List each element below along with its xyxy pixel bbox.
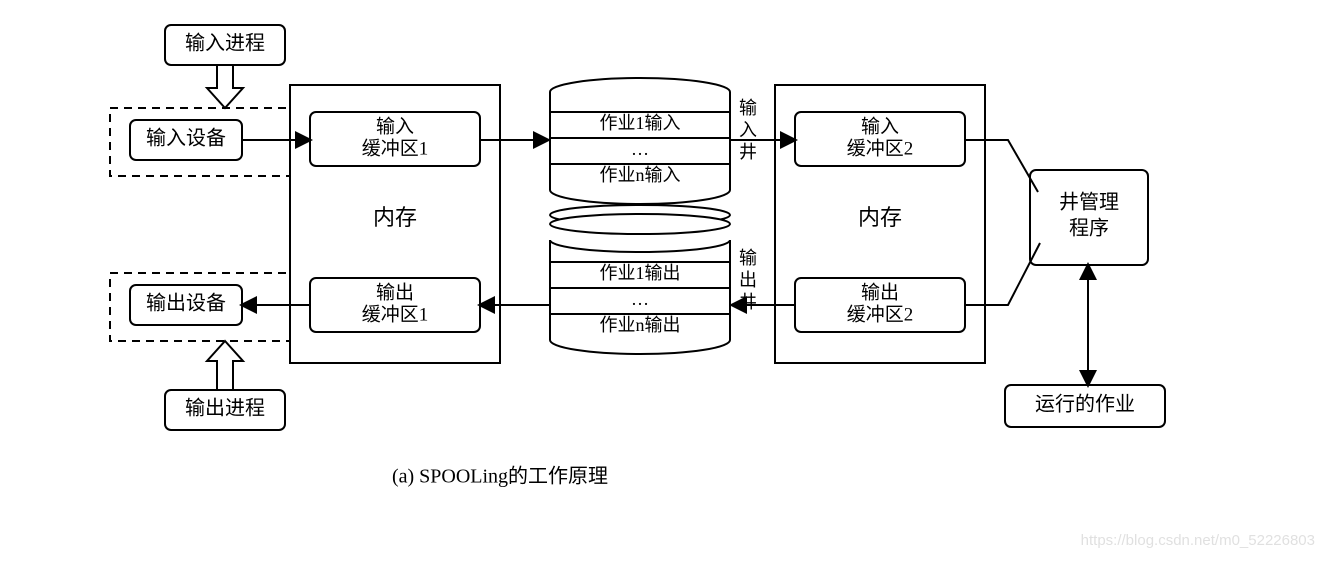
input-buffer-2-line2: 缓冲区2 — [847, 137, 914, 159]
output-well-side-label-2: 出 — [739, 270, 757, 290]
hollow-arrow-up-icon — [207, 341, 243, 390]
output-well-row-1: 作业1输出 — [600, 263, 681, 283]
input-process-label: 输入进程 — [185, 32, 265, 55]
output-device-label: 输出设备 — [146, 292, 226, 315]
output-well-row-2: … — [631, 289, 649, 309]
input-buffer-1-line2: 缓冲区1 — [362, 137, 429, 159]
input-well-side-label-1: 输 — [739, 98, 757, 118]
watermark-text: https://blog.csdn.net/m0_52226803 — [1081, 532, 1315, 549]
hollow-arrow-down-icon — [207, 65, 243, 108]
output-process-label: 输出进程 — [185, 397, 265, 420]
well-manager-line1: 井管理 — [1059, 191, 1119, 214]
input-well-row-2: … — [631, 139, 649, 159]
output-buffer-2-line1: 输出 — [861, 281, 899, 303]
input-well-side-label-3: 井 — [739, 142, 757, 162]
output-well-cylinder: 作业1输出 … 作业n输出 输 出 井 — [550, 240, 757, 354]
output-buffer-2-line2: 缓冲区2 — [847, 303, 914, 325]
output-well-row-3: 作业n输出 — [600, 315, 681, 335]
diagram-caption: (a) SPOOLing的工作原理 — [392, 465, 608, 488]
output-well-side-label-1: 输 — [739, 248, 757, 268]
memory-left-label: 内存 — [373, 205, 417, 230]
well-manager-line2: 程序 — [1069, 217, 1109, 240]
input-device-label: 输入设备 — [146, 127, 226, 150]
input-well-row-3: 作业n输入 — [600, 165, 681, 185]
output-well-side-label-3: 井 — [739, 292, 757, 312]
input-well-row-1: 作业1输入 — [600, 113, 681, 133]
input-buffer-2-line1: 输入 — [861, 115, 899, 137]
input-well-side-label-2: 入 — [739, 120, 757, 140]
input-buffer-1-line1: 输入 — [376, 115, 414, 137]
spooling-diagram: 内存 内存 作业1输入 … 作业n输入 输 入 井 作业1输出 … 作业n输出 … — [0, 0, 1327, 562]
output-buffer-1-line1: 输出 — [376, 281, 414, 303]
input-well-cylinder: 作业1输入 … 作业n输入 输 入 井 — [550, 78, 757, 204]
output-buffer-1-line2: 缓冲区1 — [362, 303, 429, 325]
running-job-label: 运行的作业 — [1035, 393, 1135, 416]
memory-right-label: 内存 — [858, 205, 902, 230]
